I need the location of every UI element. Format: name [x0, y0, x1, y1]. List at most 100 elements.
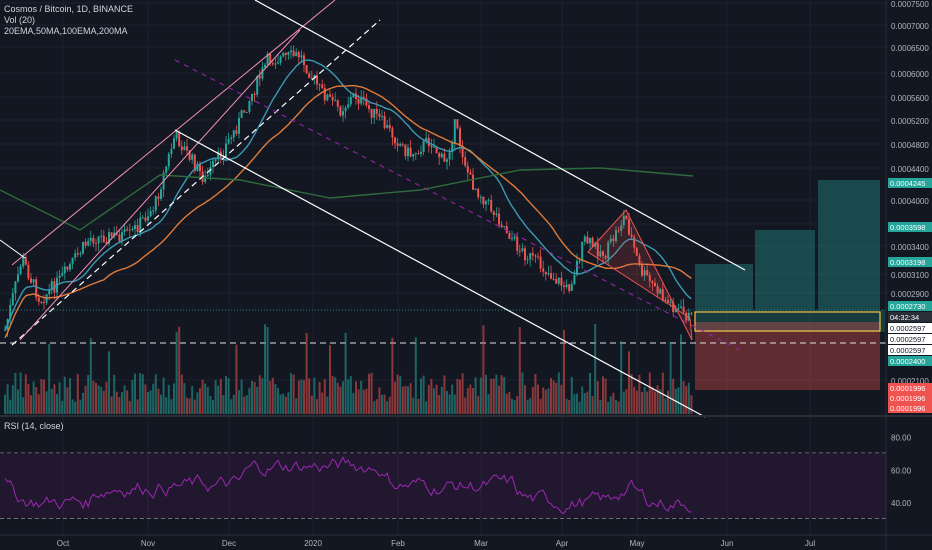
candle-body: [479, 196, 482, 198]
volume-bar: [4, 394, 6, 414]
candle-body: [573, 274, 576, 285]
candle-body: [297, 52, 300, 58]
volume-bar: [469, 384, 472, 414]
candle-body: [425, 137, 428, 142]
candle-body: [446, 159, 448, 162]
candle-body: [186, 146, 188, 151]
volume-bar: [225, 375, 227, 414]
volume-bar: [586, 391, 589, 414]
candle-body: [677, 307, 680, 310]
volume-bar: [123, 385, 126, 414]
volume-bar: [407, 386, 409, 414]
volume-bar: [521, 372, 524, 414]
rsi-pane: [0, 452, 886, 519]
volume-bar: [165, 397, 168, 414]
volume-bar: [214, 380, 217, 414]
volume-bar: [258, 375, 261, 414]
volume-bar: [526, 399, 529, 414]
candle-body: [420, 151, 422, 155]
volume-bar: [599, 399, 602, 414]
volume-bar: [542, 387, 545, 414]
volume-bar: [472, 388, 474, 414]
volume-bar: [552, 380, 555, 414]
candle-body: [136, 225, 139, 233]
volume-bar: [529, 398, 532, 414]
price-tick-label: 0.0004800: [891, 141, 929, 150]
volume-bar: [27, 383, 30, 414]
volume-bar: [446, 390, 448, 414]
volume-bar: [531, 387, 534, 414]
volume-bar: [511, 398, 513, 414]
volume-bar: [274, 384, 277, 414]
volume-bar: [451, 384, 454, 414]
volume-bar: [508, 391, 511, 414]
price-label-bg: [888, 178, 932, 188]
moving-averages: [0, 59, 694, 339]
volume-bar: [71, 399, 74, 414]
candle-body: [100, 235, 103, 237]
volume-bar: [105, 381, 108, 414]
candle-body: [607, 242, 610, 259]
volume-bar: [420, 378, 422, 414]
candle-body: [193, 154, 196, 171]
candle-body: [617, 230, 620, 232]
time-tick-label: Apr: [556, 539, 569, 548]
volume-bar: [50, 388, 53, 414]
time-tick-label: Oct: [57, 539, 70, 548]
volume-bar: [461, 373, 464, 414]
volume-bar: [347, 379, 350, 414]
volume-bar: [487, 394, 490, 414]
candle-body: [492, 211, 495, 215]
volume-bar: [591, 395, 594, 414]
candle-body: [646, 270, 649, 276]
volume-bar: [433, 388, 435, 414]
volume-bar: [581, 386, 584, 414]
candle-body: [69, 263, 71, 270]
volume-bar: [438, 394, 441, 414]
candle-body: [217, 151, 220, 160]
candle-body: [58, 275, 61, 278]
volume-bar: [440, 386, 443, 414]
candle-body: [466, 165, 469, 173]
candle-body: [547, 273, 550, 275]
volume-bar: [115, 391, 118, 414]
candle-body: [131, 229, 134, 231]
volume-bar: [633, 386, 636, 414]
candle-body: [638, 255, 641, 265]
volume-bar: [180, 374, 183, 414]
volume-bar: [524, 385, 526, 414]
candle-body: [451, 143, 454, 153]
rsi-tick-label: 80.00: [891, 433, 912, 442]
candle-body: [191, 154, 194, 160]
volume-bar: [651, 387, 654, 414]
candle-body: [615, 230, 617, 242]
candle-body: [277, 62, 279, 64]
candle-body: [253, 93, 256, 95]
volume-bar: [321, 392, 324, 414]
volume-bar: [134, 373, 136, 414]
candle-body: [144, 217, 147, 221]
volume-bar: [615, 400, 617, 414]
volume-bar: [170, 399, 173, 414]
volume-bar: [477, 395, 480, 414]
candle-body: [147, 216, 149, 221]
candle-body: [373, 108, 376, 118]
volume-bar: [32, 381, 35, 414]
candle-body: [464, 157, 467, 166]
candle-body: [92, 237, 95, 244]
candle-body: [334, 100, 337, 102]
volume-bar: [160, 394, 162, 414]
candle-body: [32, 279, 35, 283]
volume-bar: [381, 394, 383, 414]
volume-bar: [505, 393, 508, 414]
volume-bar: [266, 327, 269, 414]
price-label-bg: [888, 383, 932, 393]
falling-channel-lower: [174, 129, 706, 418]
candle-body: [568, 284, 571, 291]
candle-body: [11, 293, 14, 305]
volume-bar: [248, 387, 251, 414]
candle-body: [199, 163, 201, 172]
candle-body: [352, 93, 355, 98]
price-label: 0.0003198: [890, 258, 925, 267]
